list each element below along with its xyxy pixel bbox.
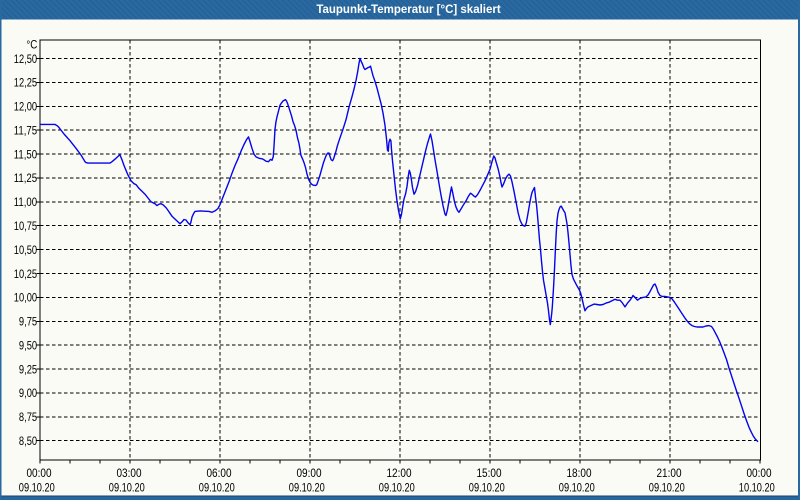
svg-text:9,00: 9,00: [19, 386, 37, 400]
svg-text:12,50: 12,50: [14, 52, 38, 66]
svg-text:09.10.20: 09.10.20: [19, 481, 55, 495]
svg-text:°C: °C: [26, 37, 37, 51]
svg-text:09.10.20: 09.10.20: [559, 481, 595, 495]
svg-text:06:00: 06:00: [207, 466, 232, 480]
svg-text:12:00: 12:00: [387, 466, 412, 480]
svg-text:11,25: 11,25: [14, 171, 38, 185]
svg-text:09.10.20: 09.10.20: [379, 481, 415, 495]
svg-text:09.10.20: 09.10.20: [289, 481, 325, 495]
svg-text:11,50: 11,50: [14, 147, 38, 161]
svg-text:18:00: 18:00: [567, 466, 592, 480]
svg-text:8,50: 8,50: [19, 434, 37, 448]
svg-text:10,25: 10,25: [14, 267, 38, 281]
svg-text:09.10.20: 09.10.20: [109, 481, 145, 495]
svg-text:12,00: 12,00: [14, 100, 38, 114]
svg-text:10,50: 10,50: [14, 243, 38, 257]
svg-text:9,25: 9,25: [19, 362, 37, 376]
svg-text:11,00: 11,00: [14, 195, 38, 209]
svg-text:9,75: 9,75: [19, 315, 37, 329]
svg-text:10,00: 10,00: [14, 291, 38, 305]
svg-text:09.10.20: 09.10.20: [469, 481, 505, 495]
svg-text:10.10.20: 10.10.20: [739, 481, 775, 495]
svg-text:09.10.20: 09.10.20: [649, 481, 685, 495]
svg-text:09:00: 09:00: [297, 466, 322, 480]
svg-text:21:00: 21:00: [657, 466, 682, 480]
svg-text:03:00: 03:00: [117, 466, 142, 480]
svg-text:8,75: 8,75: [19, 410, 37, 424]
svg-text:00:00: 00:00: [747, 466, 772, 480]
svg-text:9,50: 9,50: [19, 338, 37, 352]
svg-text:Taupunkt-Temperatur [°C] skali: Taupunkt-Temperatur [°C] skaliert: [316, 4, 501, 16]
svg-text:15:00: 15:00: [477, 466, 502, 480]
svg-text:12,25: 12,25: [14, 76, 38, 90]
svg-text:11,75: 11,75: [14, 124, 38, 138]
svg-text:00:00: 00:00: [27, 466, 52, 480]
svg-text:10,75: 10,75: [14, 219, 38, 233]
svg-text:09.10.20: 09.10.20: [199, 481, 235, 495]
